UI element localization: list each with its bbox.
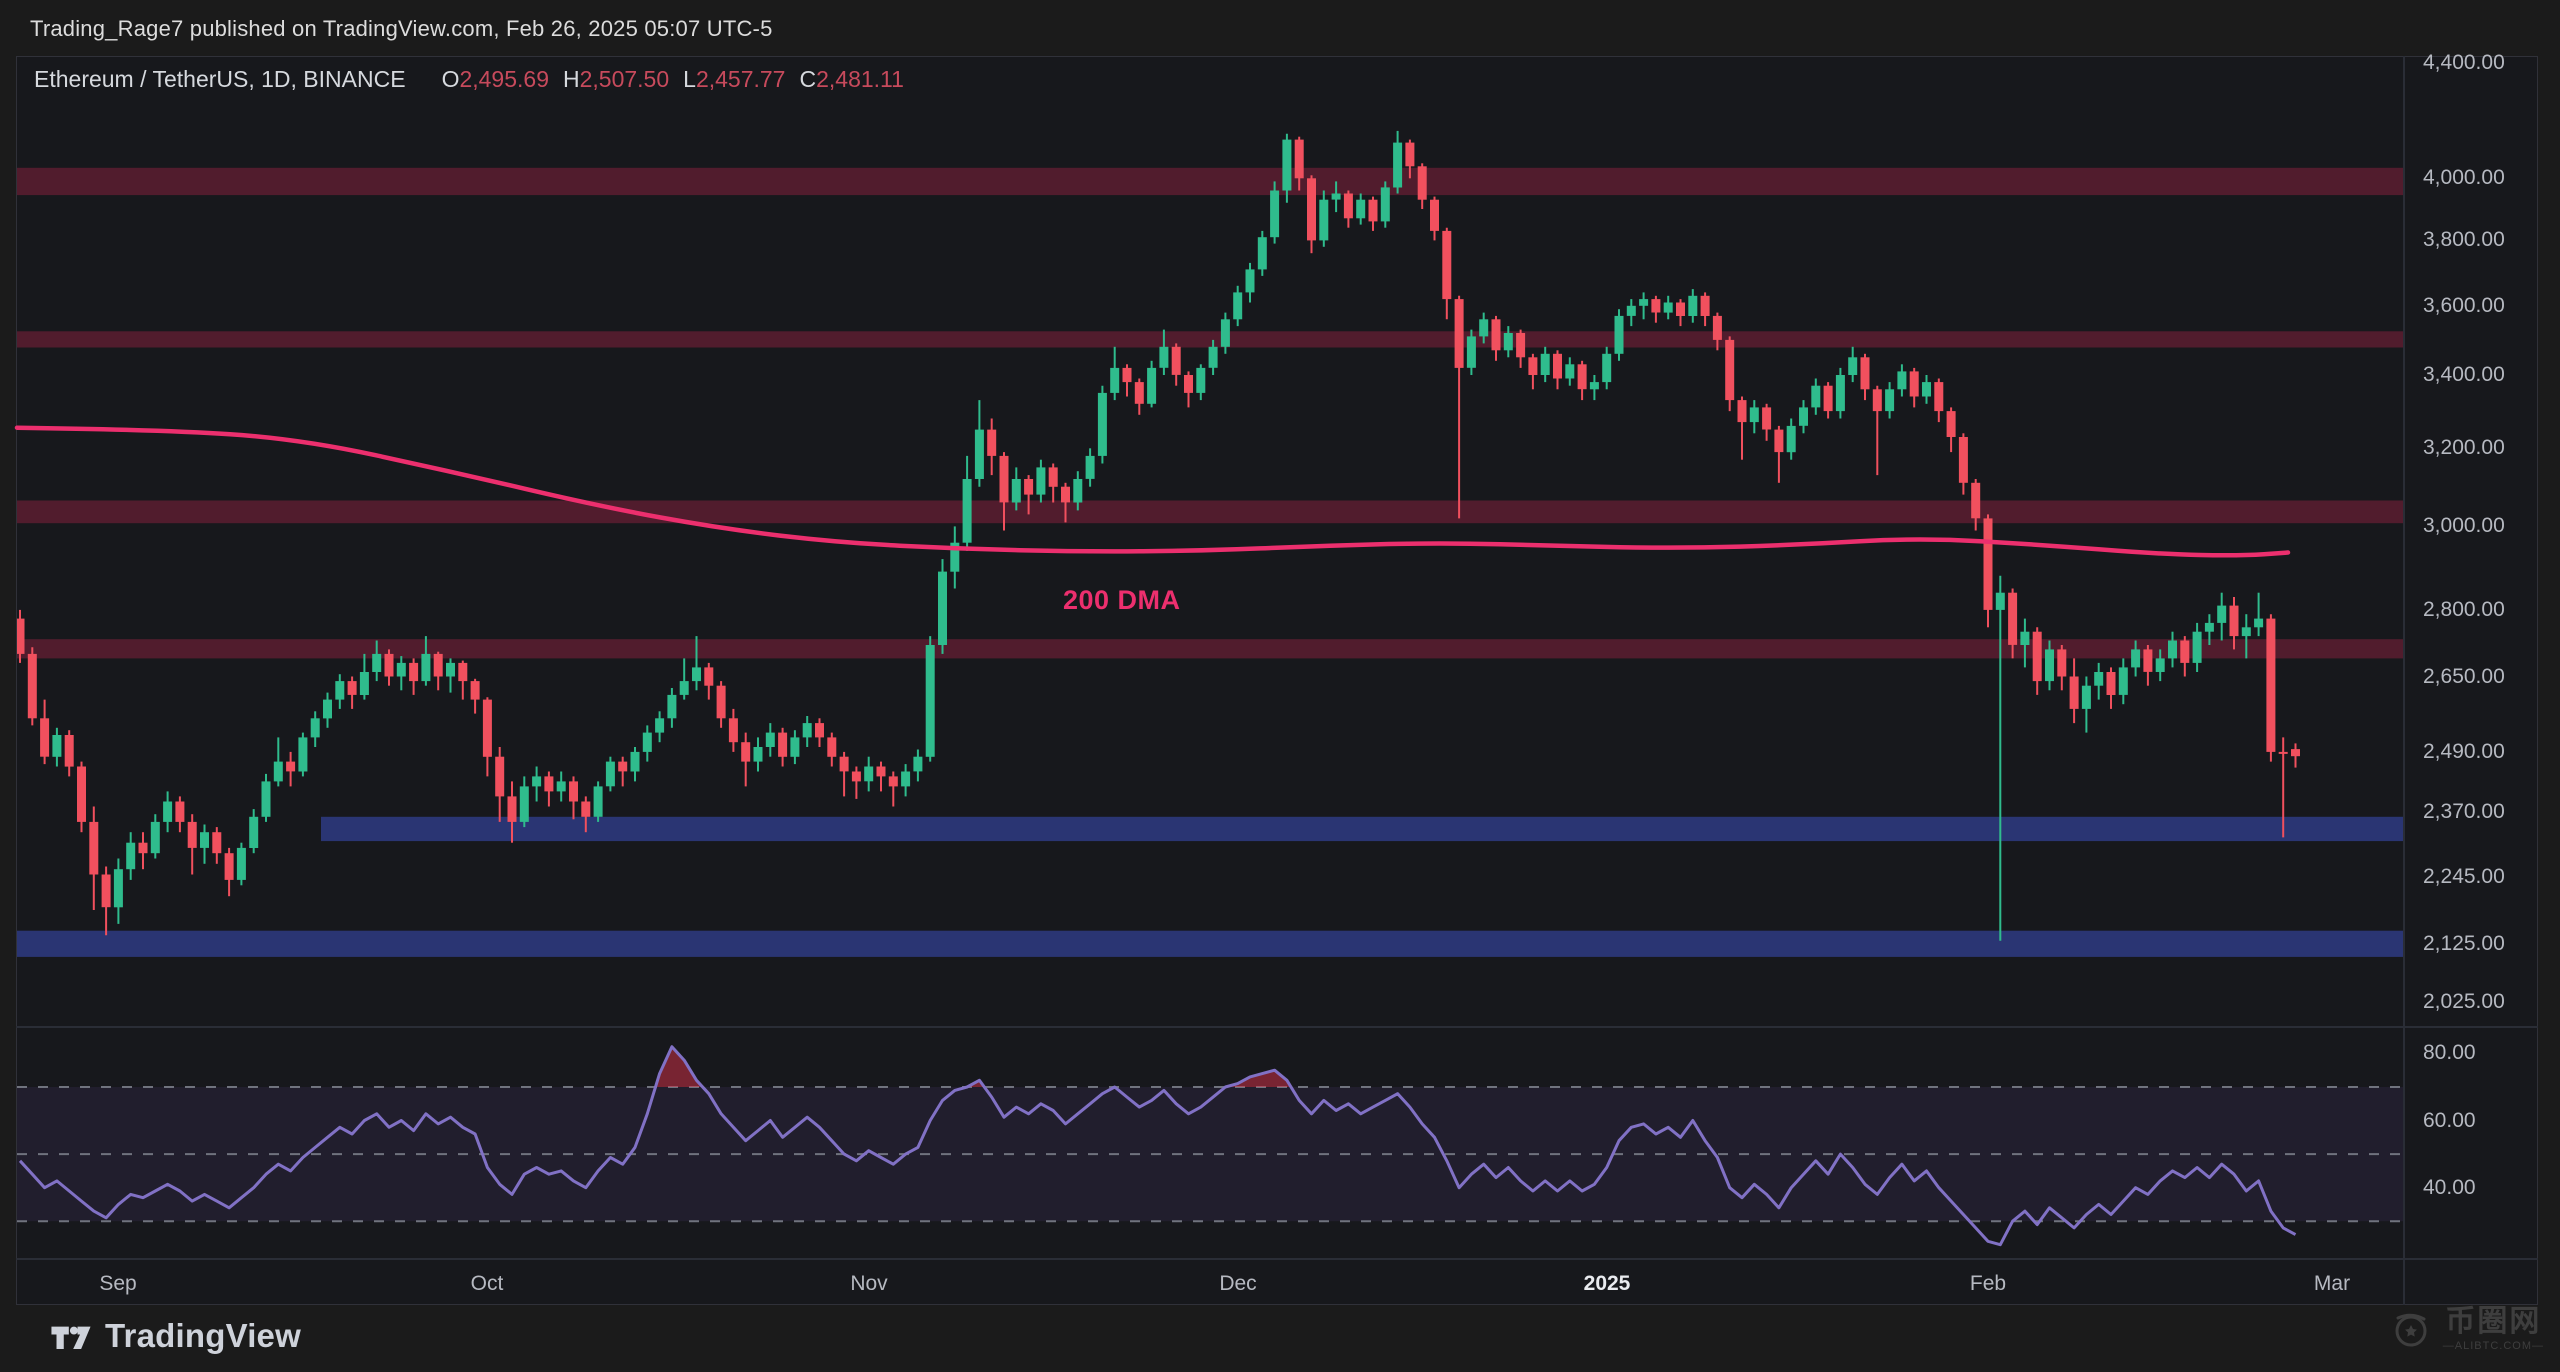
resistance-zone[interactable] bbox=[17, 167, 2403, 196]
ohlc-letter-o: O bbox=[441, 66, 460, 92]
rsi-band bbox=[17, 1087, 2403, 1222]
ohlc-value-o: 2,495.69 bbox=[459, 66, 549, 92]
price-axis-label: 2,800.00 bbox=[2423, 598, 2505, 621]
price-axis-label: 2,490.00 bbox=[2423, 740, 2505, 763]
pane-separator[interactable] bbox=[16, 1026, 2538, 1028]
price-axis-label: 2,650.00 bbox=[2423, 665, 2505, 688]
rsi-axis-label: 40.00 bbox=[2423, 1176, 2476, 1199]
ohlc-letter-l: L bbox=[683, 66, 696, 92]
tradingview-wordmark: TradingView bbox=[105, 1317, 301, 1354]
price-axis-label: 4,000.00 bbox=[2423, 166, 2505, 189]
rsi-axis-label: 60.00 bbox=[2423, 1109, 2476, 1132]
time-axis-label-nov: Nov bbox=[850, 1272, 888, 1295]
price-axis-label: 2,245.00 bbox=[2423, 865, 2505, 888]
price-axis-label: 4,400.00 bbox=[2423, 51, 2505, 74]
ma-200-label: 200 DMA bbox=[1063, 585, 1181, 615]
price-axis-label: 3,400.00 bbox=[2423, 363, 2505, 386]
ohlc-value-l: 2,457.77 bbox=[695, 66, 786, 92]
price-axis-label: 3,600.00 bbox=[2423, 294, 2505, 317]
ohlc-values: O2,495.69 H2,507.50 L2,457.77 C2,481.11 bbox=[428, 66, 904, 92]
chart-frame bbox=[16, 56, 2538, 1305]
ohlc-letter-c: C bbox=[799, 66, 817, 92]
rsi-line[interactable] bbox=[18, 1045, 2297, 1247]
time-axis-label-2025: 2025 bbox=[1583, 1272, 1631, 1295]
watermark-name: 币圈网 bbox=[2445, 1304, 2542, 1338]
watermark-icon bbox=[2395, 1313, 2427, 1347]
resistance-zone[interactable] bbox=[17, 500, 2403, 524]
ohlc-value-c: 2,481.11 bbox=[816, 66, 904, 92]
price-axis-label: 3,000.00 bbox=[2423, 514, 2505, 537]
rsi-axis-label: 80.00 bbox=[2423, 1041, 2476, 1064]
resistance-zone[interactable] bbox=[17, 331, 2403, 348]
price-axis-label: 3,800.00 bbox=[2423, 228, 2505, 251]
time-axis-label-sep: Sep bbox=[99, 1272, 137, 1295]
resistance-zone[interactable] bbox=[17, 639, 2403, 659]
support-zone[interactable] bbox=[17, 930, 2403, 957]
price-axis-label: 2,125.00 bbox=[2423, 932, 2505, 955]
attribution-text: Trading_Rage7 published on TradingView.c… bbox=[30, 16, 773, 41]
time-axis-separator bbox=[16, 1258, 2538, 1260]
rsi-overbought-fill bbox=[655, 1046, 703, 1087]
time-axis-label-mar: Mar bbox=[2313, 1272, 2351, 1295]
symbol-legend: Ethereum / TetherUS, 1D, BINANCE O2,495.6… bbox=[34, 66, 904, 93]
tradingview-icon bbox=[51, 1326, 91, 1350]
support-zone[interactable] bbox=[321, 816, 2403, 842]
time-axis-label-oct: Oct bbox=[470, 1272, 504, 1295]
price-axis-label: 2,025.00 bbox=[2423, 990, 2505, 1013]
time-axis-label-dec: Dec bbox=[1219, 1272, 1257, 1295]
candles[interactable] bbox=[16, 130, 2301, 941]
price-axis-label: 3,200.00 bbox=[2423, 436, 2505, 459]
price-axis-label: 2,370.00 bbox=[2423, 800, 2505, 823]
ohlc-value-h: 2,507.50 bbox=[579, 66, 670, 92]
tradingview-logo[interactable]: TradingView bbox=[50, 1316, 301, 1356]
price-axis-separator[interactable] bbox=[2403, 56, 2405, 1305]
watermark-site: —ALIBTC.COM— bbox=[2442, 1339, 2544, 1352]
time-axis-label-feb: Feb bbox=[1969, 1272, 2007, 1295]
ma-200-line[interactable] bbox=[14, 425, 2291, 558]
symbol-description[interactable]: Ethereum / TetherUS, 1D, BINANCE bbox=[34, 66, 406, 92]
site-watermark: 币圈网 —ALIBTC.COM— bbox=[2388, 1306, 2544, 1352]
ohlc-letter-h: H bbox=[562, 66, 580, 92]
